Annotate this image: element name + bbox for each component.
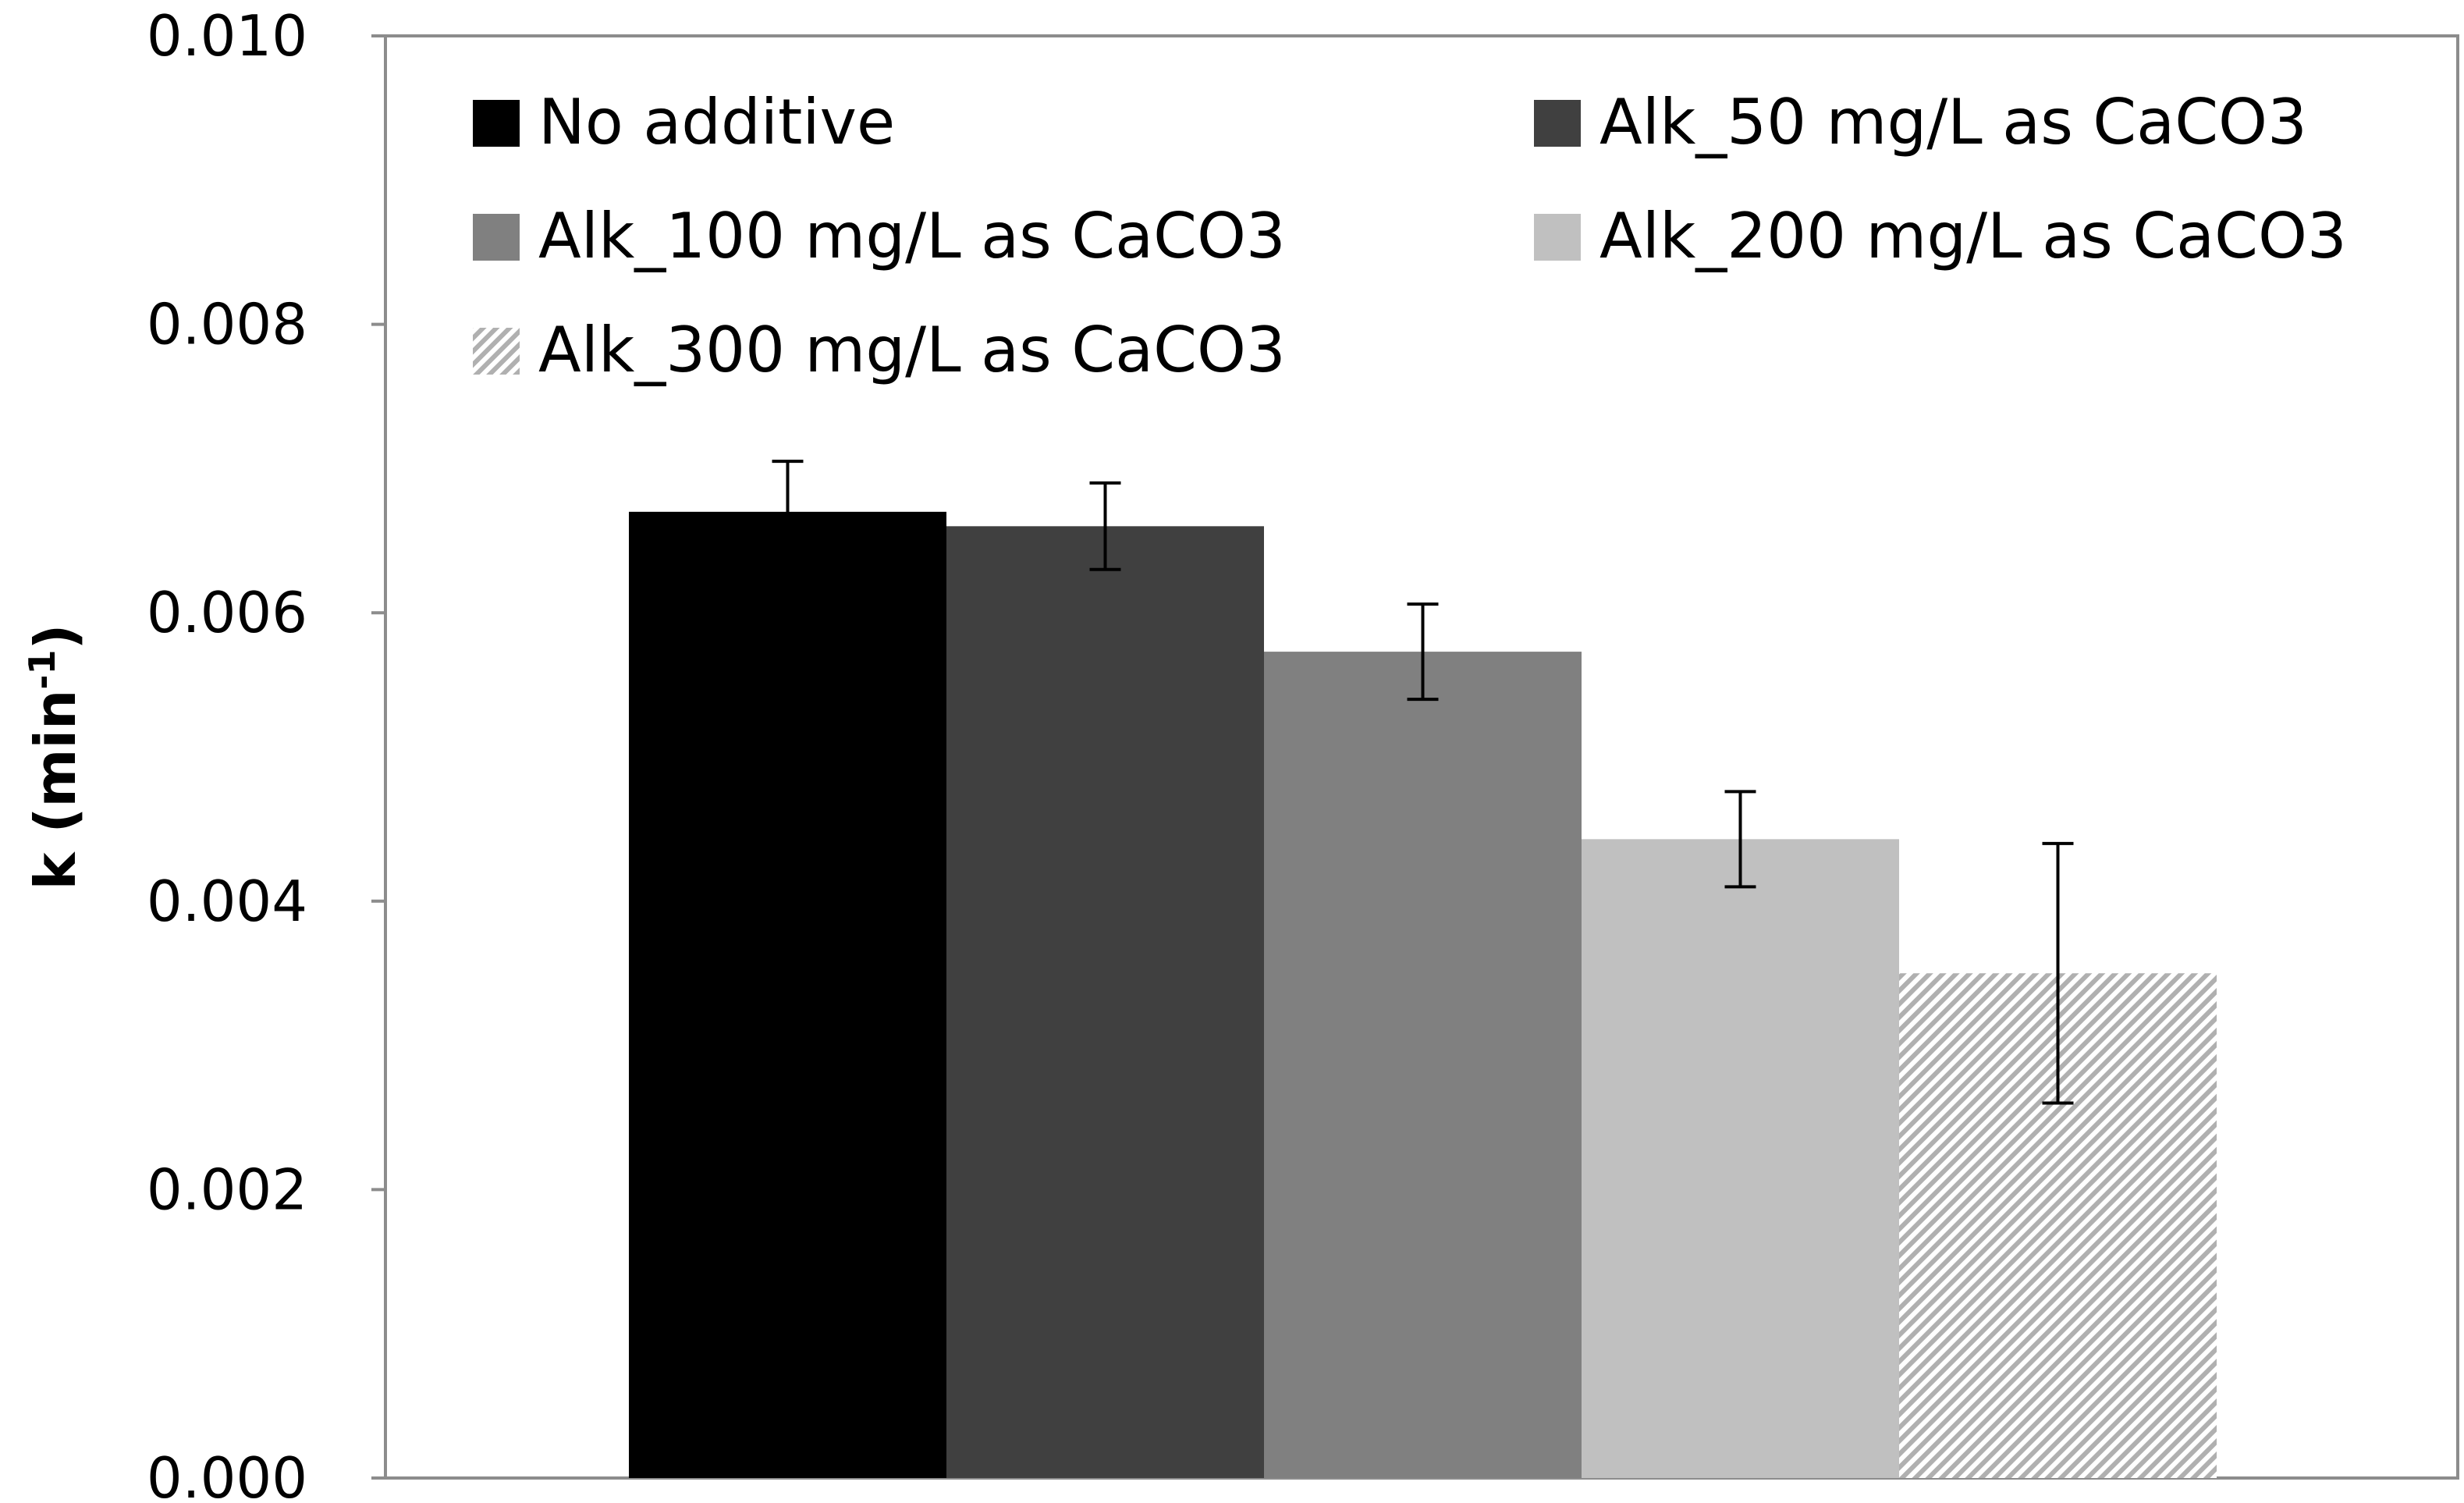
- legend-swatch: [473, 328, 520, 375]
- legend-label: No additive: [538, 86, 895, 158]
- legend: No additive Alk_50 mg/L as CaCO3 Alk_100 m…: [473, 86, 2347, 386]
- bar: [1582, 839, 1899, 1478]
- legend-label: Alk_100 mg/L as CaCO3: [538, 200, 1286, 272]
- legend-label: Alk_200 mg/L as CaCO3: [1599, 200, 2347, 272]
- y-tick-label: 0.000: [147, 1445, 307, 1503]
- y-tick-label: 0.002: [147, 1157, 307, 1222]
- y-tick-label: 0.008: [147, 292, 307, 357]
- bar: [629, 511, 946, 1478]
- legend-swatch: [1534, 214, 1581, 261]
- y-axis-ticks: 0.000 0.002 0.004 0.006 0.008 0.010: [147, 3, 385, 1503]
- legend-swatch: [473, 214, 520, 261]
- y-tick-label: 0.004: [147, 869, 307, 934]
- legend-label: Alk_50 mg/L as CaCO3: [1599, 86, 2307, 158]
- bar: [1264, 652, 1582, 1479]
- legend-swatch: [1534, 100, 1581, 147]
- y-tick-label: 0.010: [147, 3, 307, 69]
- legend-label: Alk_300 mg/L as CaCO3: [538, 314, 1286, 386]
- y-axis-title: k (min-1): [21, 624, 88, 890]
- error-bar-group: [772, 460, 2074, 1105]
- bar-group: [629, 511, 2217, 1479]
- y-tick-label: 0.006: [147, 580, 307, 645]
- bar: [946, 526, 1264, 1478]
- legend-swatch: [473, 100, 520, 147]
